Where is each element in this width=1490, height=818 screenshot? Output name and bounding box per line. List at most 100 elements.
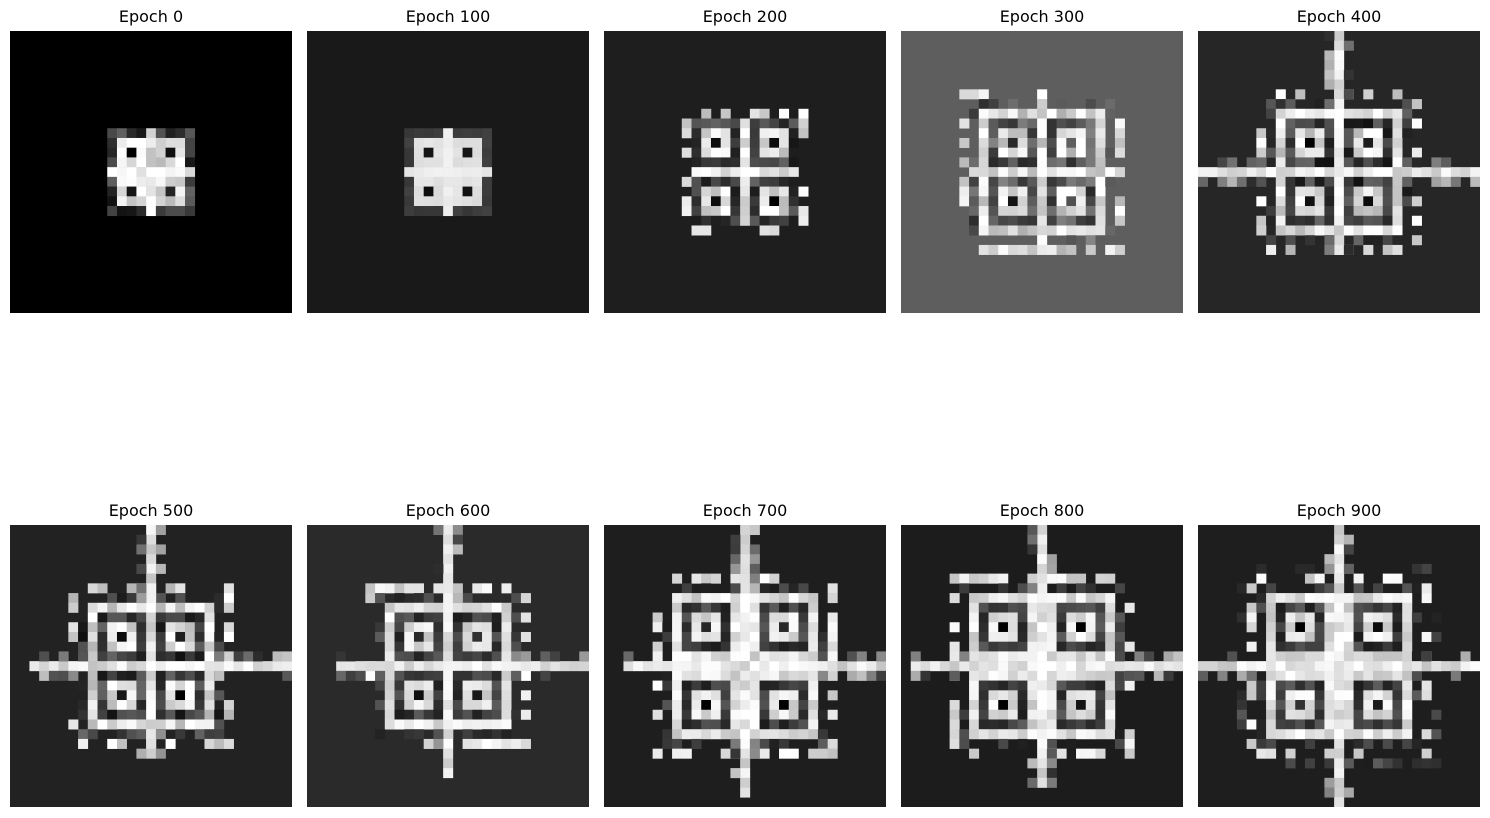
image-pixel [1382,225,1393,236]
image-pixel [662,680,673,691]
image-pixel [1114,622,1125,633]
image-pixel [1007,719,1018,730]
image-pixel [452,709,463,720]
image-pixel [1460,661,1471,672]
image-pixel [827,641,838,652]
image-pixel [691,690,702,701]
image-pixel [126,602,137,613]
image-pixel [1066,661,1077,672]
image-pixel [798,622,809,633]
pattern-image [604,525,886,807]
image-pixel [1363,680,1374,691]
image-pixel [1275,719,1286,730]
image-pixel [978,225,989,236]
image-pixel [1382,108,1393,119]
image-pixel [662,631,673,642]
image-pixel [1343,641,1354,652]
image-pixel [1343,661,1354,672]
image-pixel [423,186,434,197]
image-pixel [1046,225,1057,236]
image-pixel [146,738,157,749]
image-pixel [1266,593,1277,604]
image-pixel [1285,612,1296,623]
image-pixel [1304,196,1315,207]
image-pixel [710,206,721,217]
image-pixel [482,631,493,642]
image-pixel [136,534,147,545]
image-pixel [194,729,205,740]
image-pixel [1153,661,1164,672]
image-pixel [730,118,741,129]
image-pixel [87,680,98,691]
image-pixel [1095,670,1106,681]
image-pixel [1217,670,1228,681]
image-pixel [988,593,999,604]
image-pixel [701,157,712,168]
image-pixel [1421,661,1432,672]
image-pixel [1382,593,1393,604]
image-pixel [423,670,434,681]
image-pixel [97,622,108,633]
image-pixel [165,680,176,691]
image-pixel [1324,128,1335,139]
image-pixel [1007,196,1018,207]
image-pixel [1027,525,1038,536]
image-pixel [107,602,118,613]
image-pixel [146,622,157,633]
image-pixel [749,709,760,720]
image-pixel [1304,641,1315,652]
image-pixel [720,641,731,652]
image-pixel [204,738,215,749]
image-pixel [214,709,225,720]
image-pixel [1285,631,1296,642]
image-pixel [998,690,1009,701]
image-pixel [511,593,522,604]
image-pixel [1046,748,1057,759]
image-pixel [969,719,980,730]
image-pixel [1246,661,1257,672]
image-pixel [730,593,741,604]
image-pixel [1392,244,1403,255]
image-pixel [116,729,127,740]
image-pixel [1085,612,1096,623]
image-pixel [1402,700,1413,711]
image-pixel [185,661,196,672]
image-pixel [1217,157,1228,168]
image-pixel [978,622,989,633]
image-pixel [491,670,502,681]
image-pixel [214,651,225,662]
image-pixel [1007,680,1018,691]
image-pixel [1066,670,1077,681]
image-pixel [1392,602,1403,613]
image-pixel [759,157,770,168]
image-pixel [720,593,731,604]
image-pixel [1105,622,1116,633]
image-pixel [998,709,1009,720]
image-pixel [107,670,118,681]
image-pixel [749,137,760,148]
image-pixel [798,128,809,139]
image-pixel [710,729,721,740]
image-pixel [652,709,663,720]
image-pixel [97,583,108,594]
image-pixel [998,641,1009,652]
image-pixel [404,709,415,720]
image-pixel [433,157,444,168]
image-pixel [672,729,683,740]
image-pixel [779,176,790,187]
image-pixel [969,709,980,720]
image-pixel [710,670,721,681]
image-pixel [1027,670,1038,681]
image-pixel [769,186,780,197]
image-pixel [520,709,531,720]
image-pixel [165,137,176,148]
image-pixel [701,167,712,178]
image-pixel [165,709,176,720]
image-pixel [1173,651,1183,662]
image-pixel [1382,758,1393,769]
image-pixel [1334,709,1345,720]
image-pixel [1056,719,1067,730]
image-pixel [1334,128,1345,139]
image-pixel [691,709,702,720]
image-pixel [1334,544,1345,555]
